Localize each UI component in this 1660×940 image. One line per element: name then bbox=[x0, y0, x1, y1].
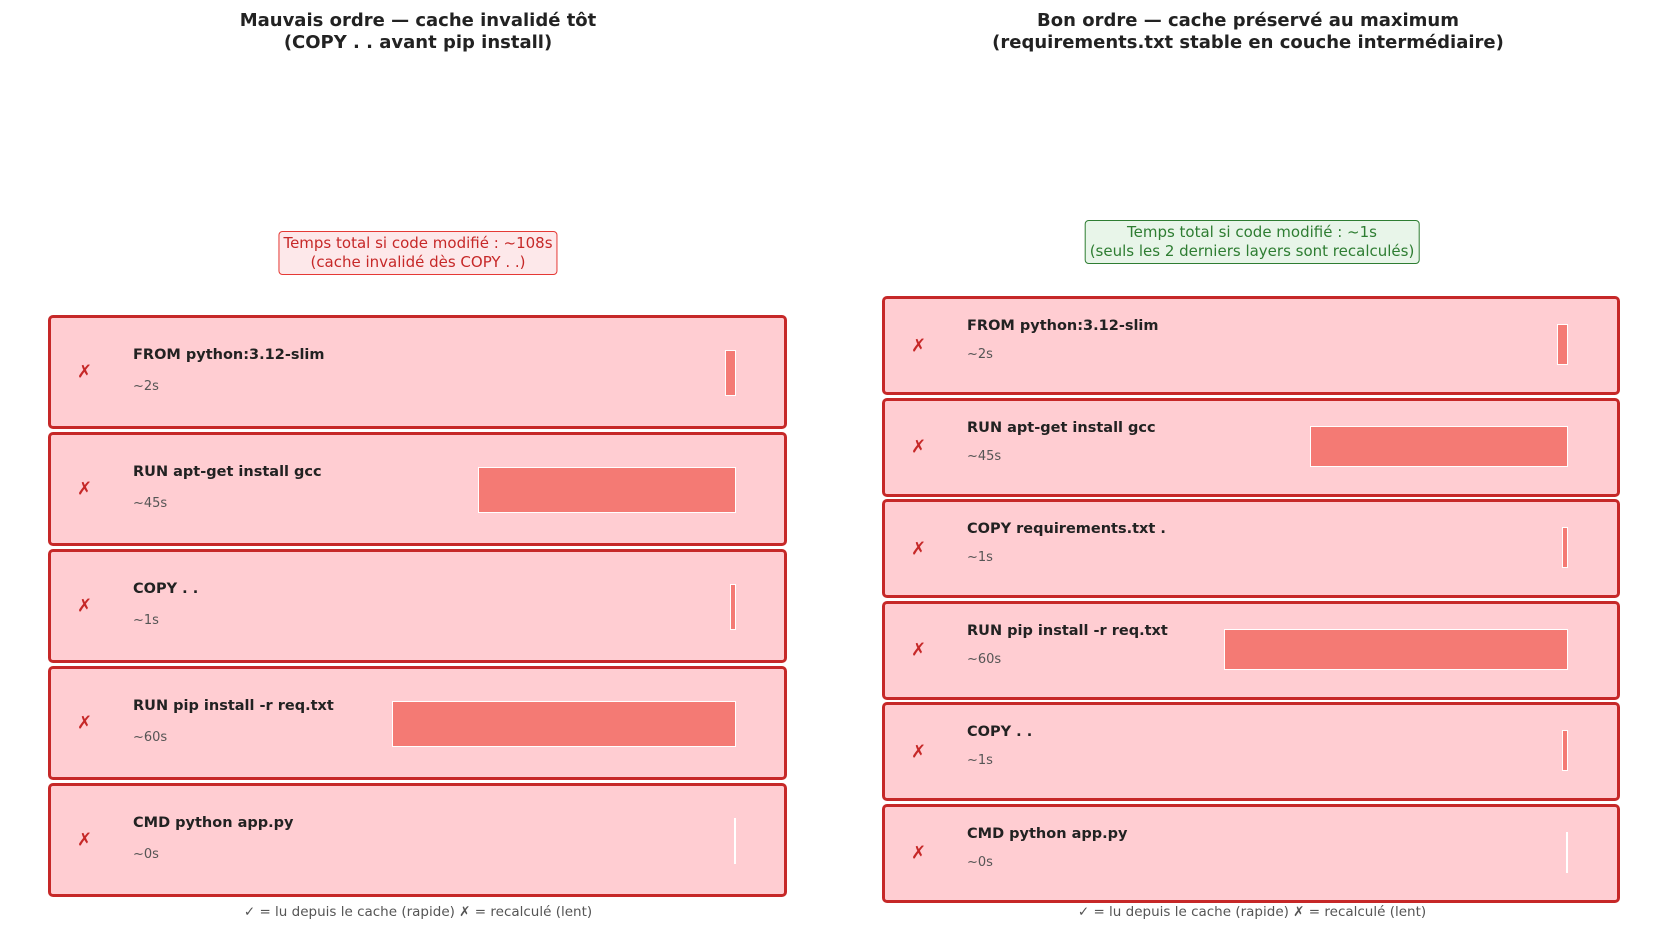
rebuilt-cross-icon: ✗ bbox=[911, 639, 927, 661]
duration-bar bbox=[1562, 527, 1568, 568]
layer-duration: ~1s bbox=[967, 550, 993, 565]
duration-bar bbox=[1310, 425, 1568, 467]
summary-line1: Temps total si code modifié : ~108s bbox=[283, 234, 553, 252]
layer-duration: ~60s bbox=[967, 651, 1002, 667]
summary-line2: (cache invalidé dès COPY . .) bbox=[310, 253, 526, 271]
layer-3: ✗ COPY . . ~1s bbox=[48, 549, 787, 663]
summary-line2: (seuls les 2 derniers layers sont recalc… bbox=[1089, 242, 1415, 260]
summary-line1: Temps total si code modifié : ~1s bbox=[1126, 223, 1377, 241]
layer-instruction: COPY . . bbox=[967, 724, 1033, 740]
layer-instruction: COPY . . bbox=[133, 581, 199, 597]
total-time-summary: Temps total si code modifié : ~1s (seuls… bbox=[1084, 220, 1420, 264]
panel-title: Mauvais ordre — cache invalidé tôt (COPY… bbox=[0, 10, 836, 54]
layer-instruction: RUN pip install -r req.txt bbox=[133, 698, 334, 714]
layer-6: ✗ CMD python app.py ~0s bbox=[882, 803, 1620, 903]
panel-title: Bon ordre — cache préservé au maximum (r… bbox=[836, 10, 1660, 54]
panel-title-line1: Bon ordre — cache préservé au maximum bbox=[1037, 10, 1459, 31]
layer-duration: ~0s bbox=[133, 847, 159, 862]
layer-duration: ~0s bbox=[967, 854, 993, 870]
layer-2: ✗ RUN apt-get install gcc ~45s bbox=[882, 397, 1620, 497]
layer-duration: ~60s bbox=[133, 730, 168, 745]
legend: ✓ = lu depuis le cache (rapide) ✗ = reca… bbox=[1077, 904, 1427, 920]
rebuilt-cross-icon: ✗ bbox=[77, 595, 93, 617]
layer-4: ✗ RUN pip install -r req.txt ~60s bbox=[882, 600, 1620, 700]
rebuilt-cross-icon: ✗ bbox=[77, 361, 93, 383]
layer-5: ✗ COPY . . ~1s bbox=[882, 702, 1620, 801]
layer-2: ✗ RUN apt-get install gcc ~45s bbox=[48, 432, 787, 546]
layer-instruction: FROM python:3.12-slim bbox=[133, 347, 325, 363]
layer-3: ✗ COPY requirements.txt . ~1s bbox=[882, 499, 1620, 598]
layer-duration: ~2s bbox=[967, 347, 993, 362]
legend: ✓ = lu depuis le cache (rapide) ✗ = reca… bbox=[243, 904, 593, 920]
layer-duration: ~1s bbox=[133, 613, 159, 628]
layer-instruction: RUN apt-get install gcc bbox=[133, 464, 322, 480]
rebuilt-cross-icon: ✗ bbox=[911, 842, 927, 864]
duration-bar bbox=[724, 350, 736, 396]
duration-bar bbox=[1556, 324, 1568, 365]
rebuilt-cross-icon: ✗ bbox=[911, 741, 927, 762]
layer-instruction: CMD python app.py bbox=[133, 815, 294, 831]
layer-instruction: CMD python app.py bbox=[967, 825, 1128, 842]
rebuilt-cross-icon: ✗ bbox=[77, 478, 93, 500]
layer-instruction: COPY requirements.txt . bbox=[967, 521, 1166, 537]
layer-duration: ~2s bbox=[133, 379, 159, 394]
rebuilt-cross-icon: ✗ bbox=[77, 712, 93, 734]
rebuilt-cross-icon: ✗ bbox=[911, 436, 927, 458]
rebuilt-cross-icon: ✗ bbox=[77, 829, 93, 851]
panel-title-line1: Mauvais ordre — cache invalidé tôt bbox=[239, 10, 597, 31]
layer-1: ✗ FROM python:3.12-slim ~2s bbox=[882, 296, 1620, 395]
layer-duration: ~1s bbox=[967, 753, 993, 768]
layer-duration: ~45s bbox=[967, 448, 1002, 464]
duration-bar bbox=[392, 701, 736, 747]
duration-bar bbox=[478, 467, 736, 513]
rebuilt-cross-icon: ✗ bbox=[911, 335, 927, 356]
layer-4: ✗ RUN pip install -r req.txt ~60s bbox=[48, 666, 787, 780]
layer-1: ✗ FROM python:3.12-slim ~2s bbox=[48, 315, 787, 429]
panel-title-line2: (COPY . . avant pip install) bbox=[283, 32, 553, 53]
layer-instruction: FROM python:3.12-slim bbox=[967, 318, 1159, 334]
rebuilt-cross-icon: ✗ bbox=[911, 538, 927, 559]
bad-order-panel: Mauvais ordre — cache invalidé tôt (COPY… bbox=[0, 10, 836, 920]
duration-bar bbox=[730, 584, 736, 630]
duration-bar bbox=[1224, 628, 1568, 670]
layer-5: ✗ CMD python app.py ~0s bbox=[48, 783, 787, 897]
layer-instruction: RUN pip install -r req.txt bbox=[967, 622, 1168, 639]
duration-bar bbox=[1566, 831, 1568, 873]
layer-instruction: RUN apt-get install gcc bbox=[967, 419, 1156, 436]
duration-bar bbox=[734, 818, 736, 864]
panel-title-line2: (requirements.txt stable en couche inter… bbox=[992, 32, 1504, 53]
total-time-summary: Temps total si code modifié : ~108s (cac… bbox=[278, 231, 558, 275]
duration-bar bbox=[1562, 730, 1568, 771]
layer-duration: ~45s bbox=[133, 496, 168, 511]
good-order-panel: Bon ordre — cache préservé au maximum (r… bbox=[836, 0, 1660, 940]
